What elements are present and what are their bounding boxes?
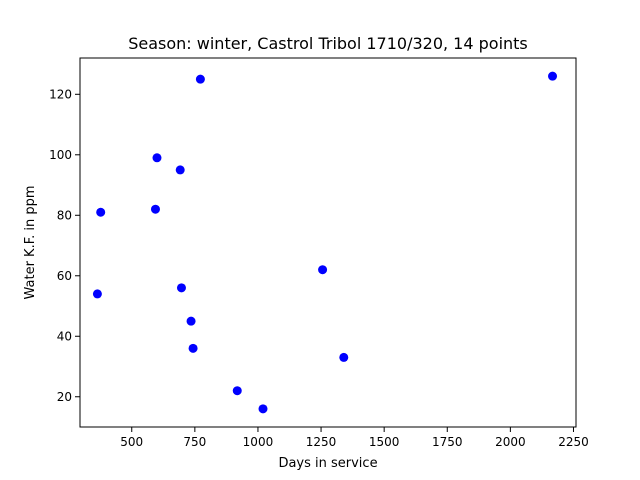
data-point (176, 283, 186, 293)
data-point (195, 74, 205, 84)
data-point (232, 386, 242, 396)
data-point (186, 316, 196, 326)
x-tick-label: 1750 (432, 435, 463, 449)
y-tick-label: 100 (49, 148, 72, 162)
data-point (175, 165, 185, 175)
x-tick-label: 500 (120, 435, 143, 449)
y-tick-label: 60 (57, 269, 72, 283)
x-tick-label: 1000 (243, 435, 274, 449)
data-point (96, 207, 106, 217)
x-tick-label: 1500 (369, 435, 400, 449)
chart-title: Season: winter, Castrol Tribol 1710/320,… (128, 34, 528, 53)
y-tick-label: 20 (57, 390, 72, 404)
y-tick-label: 40 (57, 329, 72, 343)
y-tick-label: 120 (49, 87, 72, 101)
x-tick-label: 750 (183, 435, 206, 449)
x-tick-label: 1250 (306, 435, 337, 449)
x-axis-ticks: 500 750 1000 1250 1500 1750 2000 2250 (120, 427, 589, 449)
data-point (318, 265, 328, 275)
x-tick-label: 2000 (495, 435, 526, 449)
data-point (152, 153, 162, 163)
y-axis-ticks: 20 40 60 80 100 120 (49, 87, 80, 404)
data-point (150, 204, 160, 214)
x-tick-label: 2250 (558, 435, 589, 449)
y-axis-label: Water K.F. in ppm (23, 185, 38, 299)
data-point (92, 289, 102, 299)
data-point (258, 404, 268, 414)
points-layer (92, 71, 558, 414)
y-tick-label: 80 (57, 208, 72, 222)
x-axis-label: Days in service (278, 456, 377, 471)
data-point (548, 71, 558, 81)
data-point (188, 343, 198, 353)
data-point (339, 352, 349, 362)
plot-frame (79, 57, 577, 428)
